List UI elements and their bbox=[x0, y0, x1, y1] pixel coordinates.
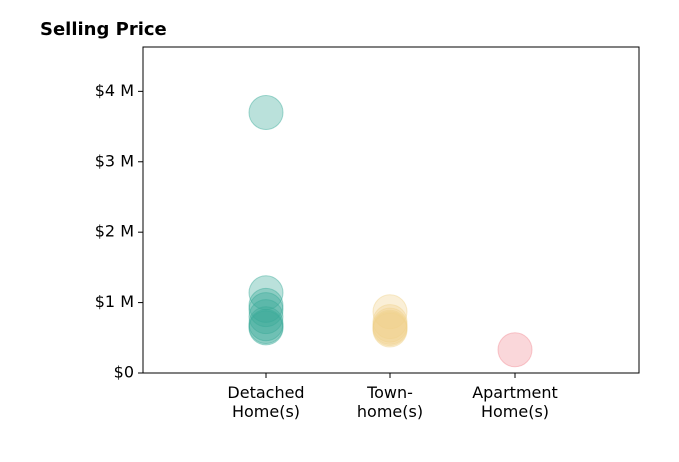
data-point bbox=[497, 332, 533, 368]
plot-area bbox=[142, 46, 640, 374]
x-axis: Detached Home(s) Town-home(s) Apartment Home… bbox=[227, 373, 558, 421]
data-points bbox=[248, 94, 533, 368]
data-point bbox=[248, 306, 284, 342]
y-tick-label: $0 bbox=[114, 363, 134, 382]
chart-title: Selling Price bbox=[40, 19, 167, 40]
data-point bbox=[248, 310, 284, 346]
data-point bbox=[248, 299, 284, 335]
y-tick-label: $3 M bbox=[95, 151, 134, 170]
x-tick-label: Town-home(s) bbox=[357, 383, 423, 421]
data-point bbox=[372, 312, 408, 348]
data-point bbox=[248, 275, 284, 311]
data-point bbox=[372, 309, 408, 345]
y-tick-label: $4 M bbox=[95, 81, 134, 100]
data-point bbox=[248, 94, 284, 130]
y-tick-label: $2 M bbox=[95, 222, 134, 241]
y-tick-label: $1 M bbox=[95, 292, 134, 311]
x-tick-label: Apartment Home(s) bbox=[472, 383, 558, 421]
x-tick-label: Detached Home(s) bbox=[227, 383, 304, 421]
data-point bbox=[372, 311, 408, 347]
data-point bbox=[372, 294, 408, 330]
data-point bbox=[372, 307, 408, 343]
data-point bbox=[248, 309, 284, 345]
data-point bbox=[248, 287, 284, 323]
y-axis: $0 $1 M $2 M $3 M $4 M bbox=[95, 81, 143, 382]
data-point bbox=[372, 304, 408, 340]
data-point bbox=[248, 292, 284, 328]
